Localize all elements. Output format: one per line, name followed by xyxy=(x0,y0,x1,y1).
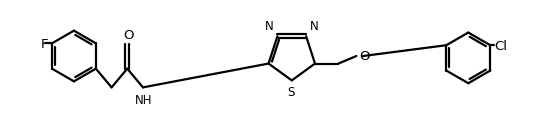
Text: S: S xyxy=(287,85,294,98)
Text: O: O xyxy=(123,29,133,42)
Text: O: O xyxy=(359,49,370,62)
Text: N: N xyxy=(310,20,319,33)
Text: NH: NH xyxy=(135,93,153,106)
Text: Cl: Cl xyxy=(494,39,507,52)
Text: F: F xyxy=(41,38,48,50)
Text: N: N xyxy=(265,20,274,33)
